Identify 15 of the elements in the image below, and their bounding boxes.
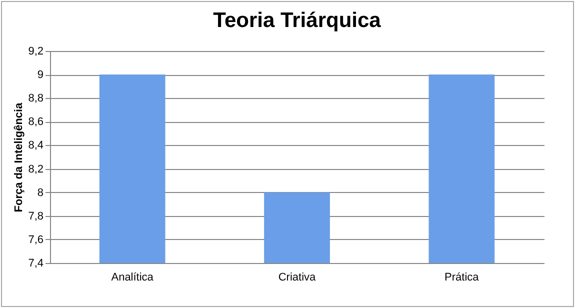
y-tick-label: 7,6: [28, 234, 44, 246]
y-tick-label: 9: [37, 69, 44, 82]
x-tick-label: Analítica: [111, 272, 154, 284]
y-tick-label: 8,8: [28, 92, 44, 105]
x-tick-label: Criativa: [278, 272, 317, 284]
y-tick-label: 8,4: [28, 140, 44, 152]
x-tick-label: Prática: [444, 272, 480, 284]
y-tick-label: 7,8: [28, 210, 44, 222]
y-tick-label: 7,4: [28, 258, 44, 270]
y-tick-label: 9,2: [28, 46, 44, 58]
y-tick-label: 8,2: [28, 163, 44, 176]
y-axis-title: Força da Inteligência: [13, 102, 26, 212]
y-tick-label: 8,6: [28, 116, 44, 128]
chart-title: Teoria Triárquica: [213, 9, 382, 32]
y-tick-label: 8: [37, 186, 44, 199]
